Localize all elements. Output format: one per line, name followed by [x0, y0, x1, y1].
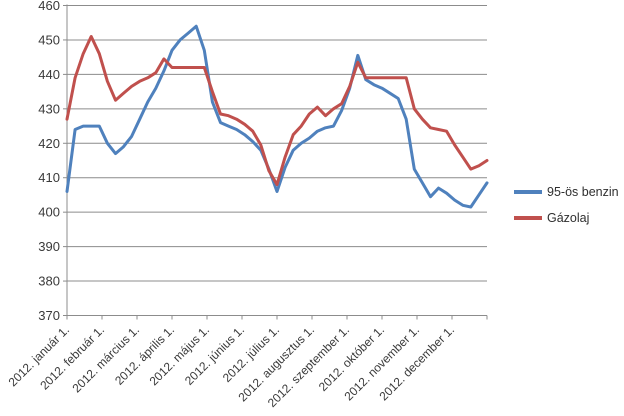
y-axis-label: 420 — [38, 136, 60, 151]
y-axis-label: 450 — [38, 32, 60, 47]
y-axis-label: 380 — [38, 274, 60, 289]
benzin-line-swatch — [514, 190, 542, 195]
legend: 95-ös benzin Gázolaj — [514, 186, 619, 224]
series-line-1 — [65, 35, 489, 187]
y-axis-label: 410 — [38, 170, 60, 185]
y-axis-label: 430 — [38, 101, 60, 116]
legend-item-benzin: 95-ös benzin — [514, 186, 619, 199]
y-axis-label: 460 — [38, 0, 60, 13]
y-axis-label: 390 — [38, 239, 60, 254]
legend-item-gazolaj: Gázolaj — [514, 210, 619, 225]
legend-label-benzin: 95-ös benzin — [547, 185, 619, 199]
legend-label-gazolaj: Gázolaj — [547, 210, 590, 225]
y-axis-label: 400 — [38, 205, 60, 220]
gazolaj-line-swatch — [514, 215, 542, 220]
y-axis-label: 370 — [38, 308, 60, 323]
x-axis-label: 2012. január 1. — [6, 323, 73, 390]
series-line-0 — [65, 24, 489, 209]
y-axis-label: 440 — [38, 67, 60, 82]
